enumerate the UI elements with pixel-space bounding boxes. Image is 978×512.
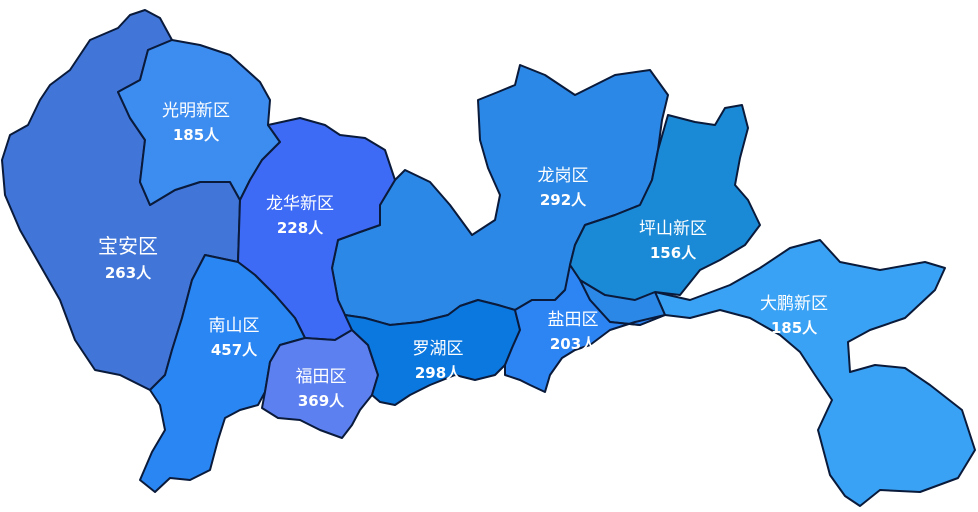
district-value: 298人 [415,364,462,382]
label-longgang: 龙岗区 292人 [538,166,589,209]
district-longhua[interactable] [237,117,396,341]
district-dapeng-shape[interactable] [654,239,976,507]
district-value: 156人 [650,244,697,262]
district-luohu[interactable] [344,299,521,406]
district-name: 大鹏新区 [760,294,828,314]
district-value: 185人 [771,319,818,337]
district-value: 185人 [173,126,220,144]
label-pingshan: 坪山新区 156人 [639,219,707,262]
district-dapeng[interactable] [654,239,976,507]
label-yantian: 盐田区 203人 [548,310,599,353]
district-luohu-shape[interactable] [344,299,521,406]
district-value: 369人 [298,392,345,410]
label-dapeng: 大鹏新区 185人 [760,294,828,337]
label-futian: 福田区 369人 [296,367,347,410]
label-guangming: 光明新区 185人 [162,101,230,144]
district-name: 光明新区 [162,101,230,121]
district-pingshan-shape[interactable] [569,104,761,301]
district-pingshan[interactable] [569,104,761,301]
district-futian[interactable] [261,329,379,439]
district-value: 292人 [540,191,587,209]
label-luohu: 罗湖区 298人 [413,339,464,382]
label-nanshan: 南山区 457人 [209,316,260,359]
district-value: 263人 [105,264,152,282]
district-yantian[interactable] [504,264,666,393]
district-yantian-shape[interactable] [504,264,666,393]
district-value: 457人 [211,341,258,359]
district-name: 盐田区 [548,310,599,330]
district-longhua-shape[interactable] [237,117,396,341]
label-longhua: 龙华新区 228人 [266,194,334,237]
district-name: 坪山新区 [639,219,707,239]
district-name: 南山区 [209,316,260,336]
district-value: 228人 [277,219,324,237]
district-value: 203人 [550,335,597,353]
district-name: 罗湖区 [413,339,464,359]
district-name: 宝安区 [98,234,158,258]
district-futian-shape[interactable] [261,329,379,439]
district-name: 福田区 [296,367,347,387]
district-name: 龙岗区 [538,166,589,186]
label-baoan: 宝安区 263人 [98,234,158,282]
district-name: 龙华新区 [266,194,334,214]
